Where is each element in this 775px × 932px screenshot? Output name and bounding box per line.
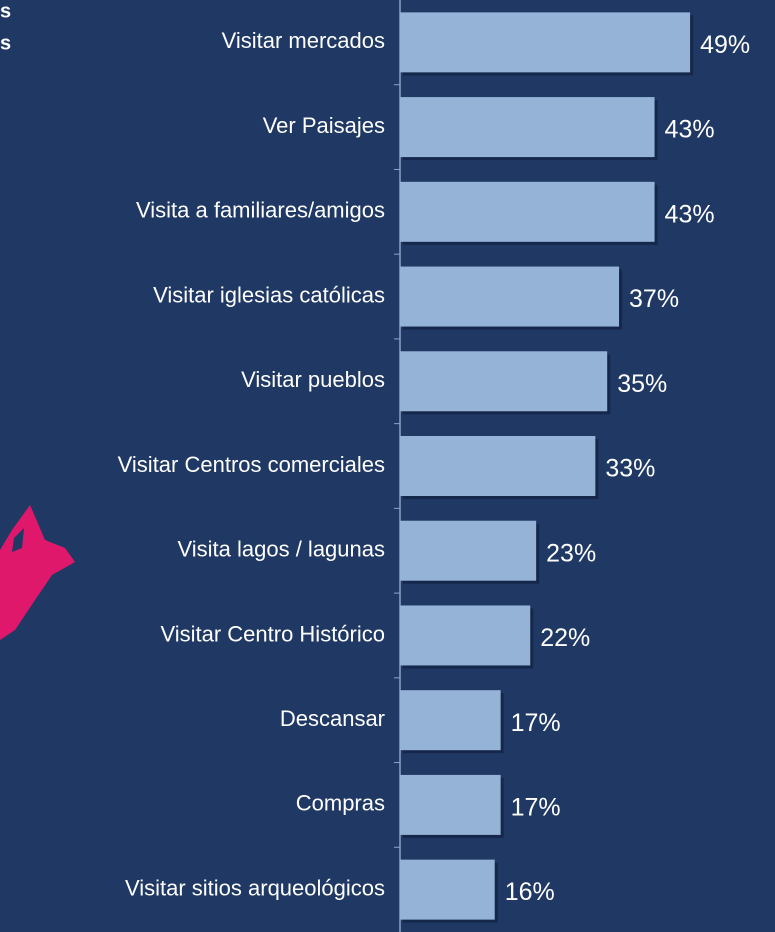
value-label: 23% [546,539,596,567]
bar [400,436,596,496]
category-label: Visitar Centros comerciales [118,452,385,477]
bar [400,266,620,327]
annotation: s [0,0,11,22]
bar [400,97,655,158]
map-detail [12,528,24,552]
category-label: Compras [296,791,385,816]
value-label: 17% [511,709,561,737]
value-label: 43% [665,200,715,228]
category-label: Visita a familiares/amigos [136,198,385,223]
bar [400,774,501,835]
bar [400,859,495,920]
value-label: 17% [511,794,561,822]
bar [400,520,537,581]
category-label: Visitar sitios arqueológicos [125,875,385,900]
value-label: 33% [605,455,655,483]
bar [400,351,608,412]
category-label: Visita lagos / lagunas [177,537,385,562]
value-label: 35% [617,370,667,398]
value-label: 43% [665,116,715,144]
category-label: Visitar Centro Histórico [160,621,385,646]
annotation: s [0,32,11,54]
value-label: 49% [700,31,750,59]
bar [400,690,501,751]
value-label: 37% [629,285,679,313]
value-label: 22% [540,624,590,652]
category-label: Visitar mercados [222,28,385,53]
value-label: 16% [505,878,555,906]
category-label: Visitar pueblos [241,367,385,392]
category-label: Visitar iglesias católicas [153,282,385,307]
category-label: Descansar [280,706,385,731]
bar [400,605,531,666]
category-label: Ver Paisajes [263,113,385,138]
bar [400,181,655,242]
bar [400,12,691,73]
